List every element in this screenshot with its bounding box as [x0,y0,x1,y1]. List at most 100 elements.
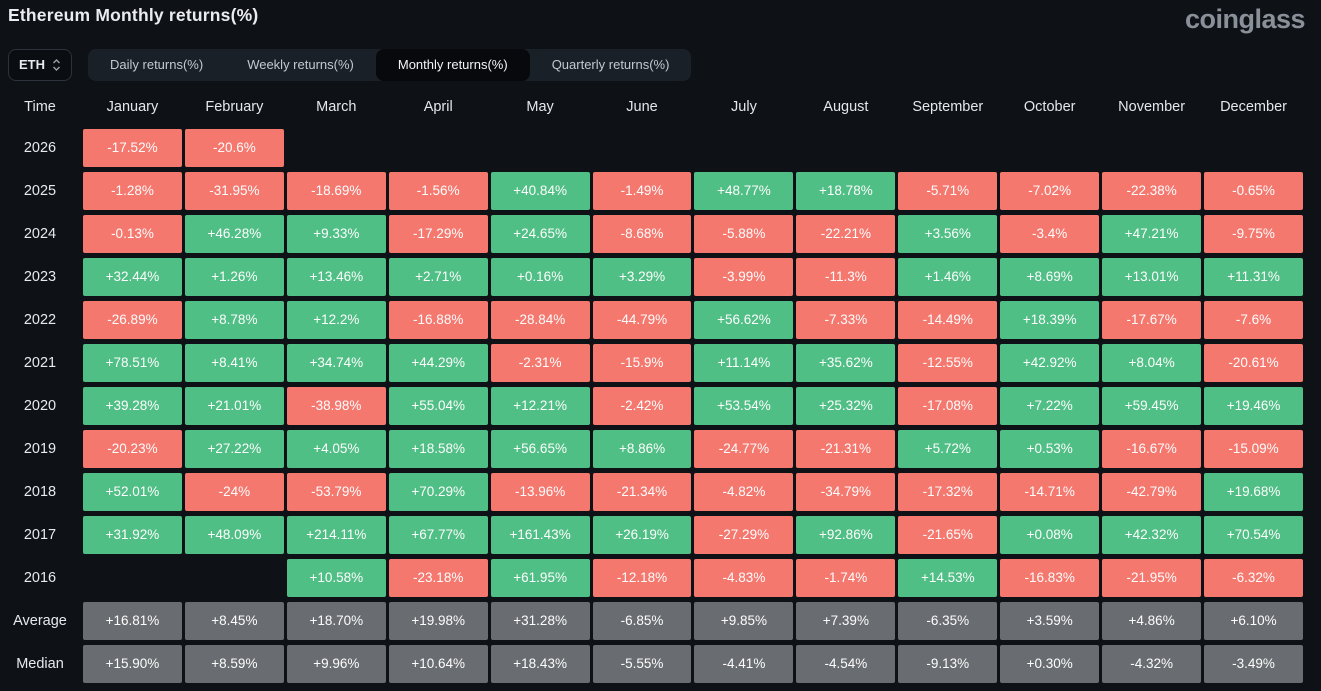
return-cell: -15.9% [592,343,692,382]
return-cell: +25.32% [796,386,896,425]
return-cell: -4.54% [796,644,896,683]
returns-tabbar: Daily returns(%) Weekly returns(%) Month… [88,48,692,81]
month-column-header: May [526,99,554,116]
empty-cell [898,129,997,167]
row-label: 2021 [23,354,57,371]
return-cell: +0.53% [1000,429,1100,468]
month-column-header: April [423,99,453,116]
symbol-selector[interactable]: ETH [8,48,72,81]
return-cell: -5.55% [592,644,692,683]
month-column-header: October [1023,99,1076,116]
return-cell: +10.58% [286,558,386,597]
return-cell: +5.72% [898,429,998,468]
return-cell: +4.05% [286,429,386,468]
return-cell: +18.43% [490,644,590,683]
month-column-header: February [205,99,264,116]
row-label: 2022 [23,311,57,328]
return-cell: +47.21% [1102,214,1202,253]
return-cell: +214.11% [286,515,386,554]
return-cell: +70.54% [1204,515,1303,554]
return-cell: -17.29% [388,214,488,253]
return-cell: +48.77% [694,171,794,210]
return-cell: +7.22% [1000,386,1100,425]
return-cell: +0.08% [1000,515,1100,554]
return-cell: +18.58% [388,429,488,468]
return-cell: -14.71% [1000,472,1100,511]
return-cell: -53.79% [286,472,386,511]
return-cell: -12.18% [592,558,692,597]
return-cell: +59.45% [1102,386,1202,425]
month-column-header: November [1118,99,1186,116]
return-cell: -4.32% [1102,644,1202,683]
month-column-header: March [316,99,357,116]
return-cell: -1.74% [796,558,896,597]
return-cell: -20.61% [1204,343,1303,382]
empty-cell [83,559,182,597]
return-cell: -16.67% [1102,429,1202,468]
return-cell: +78.51% [83,343,182,382]
return-cell: -21.34% [592,472,692,511]
return-cell: -5.88% [694,214,794,253]
return-cell: +46.28% [184,214,284,253]
return-cell: +67.77% [388,515,488,554]
tab-weekly-returns[interactable]: Weekly returns(%) [225,49,376,81]
return-cell: +0.30% [1000,644,1100,683]
return-cell: -2.31% [490,343,590,382]
tab-daily-returns[interactable]: Daily returns(%) [88,49,225,81]
return-cell: -4.82% [694,472,794,511]
return-cell: -7.6% [1204,300,1303,339]
row-label: 2019 [23,440,57,457]
month-column-header: July [731,99,757,116]
return-cell: +8.41% [184,343,284,382]
return-cell: -21.95% [1102,558,1202,597]
return-cell: -17.67% [1102,300,1202,339]
row-label: 2026 [23,139,57,156]
topbar: Ethereum Monthly returns(%) coinglass [0,0,1321,35]
return-cell: -7.02% [1000,171,1100,210]
empty-cell [287,129,386,167]
return-cell: +8.69% [1000,257,1100,296]
return-cell: +18.39% [1000,300,1100,339]
return-cell: -22.21% [796,214,896,253]
return-cell: -18.69% [286,171,386,210]
return-cell: -44.79% [592,300,692,339]
tab-monthly-returns[interactable]: Monthly returns(%) [375,48,530,81]
return-cell: -21.65% [898,515,998,554]
row-label: Median [16,655,64,672]
empty-cell [1102,129,1201,167]
return-cell: -16.83% [1000,558,1100,597]
return-cell: -4.83% [694,558,794,597]
return-cell: +0.16% [490,257,590,296]
return-cell: -26.89% [83,300,182,339]
return-cell: -20.23% [83,429,182,468]
return-cell: +52.01% [83,472,182,511]
return-cell: -0.13% [83,214,182,253]
return-cell: -5.71% [898,171,998,210]
empty-cell [491,129,590,167]
return-cell: -14.49% [898,300,998,339]
return-cell: -9.13% [898,644,998,683]
return-cell: +8.45% [184,601,284,640]
return-cell: +35.62% [796,343,896,382]
return-cell: +8.04% [1102,343,1202,382]
tab-quarterly-returns[interactable]: Quarterly returns(%) [530,49,692,81]
row-label: 2024 [23,225,57,242]
return-cell: +55.04% [388,386,488,425]
empty-cell [593,129,692,167]
controls-row: ETH Daily returns(%) Weekly returns(%) M… [8,48,1321,81]
return-cell: +12.2% [286,300,386,339]
month-column-header: September [912,99,984,116]
return-cell: +61.95% [490,558,590,597]
return-cell: -0.65% [1204,171,1303,210]
return-cell: +8.59% [184,644,284,683]
return-cell: +44.29% [388,343,488,382]
return-cell: -1.49% [592,171,692,210]
return-cell: +32.44% [83,257,182,296]
return-cell: -13.96% [490,472,590,511]
return-cell: -6.85% [592,601,692,640]
return-cell: +2.71% [388,257,488,296]
return-cell: -11.3% [796,257,896,296]
return-cell: +27.22% [184,429,284,468]
return-cell: -38.98% [286,386,386,425]
